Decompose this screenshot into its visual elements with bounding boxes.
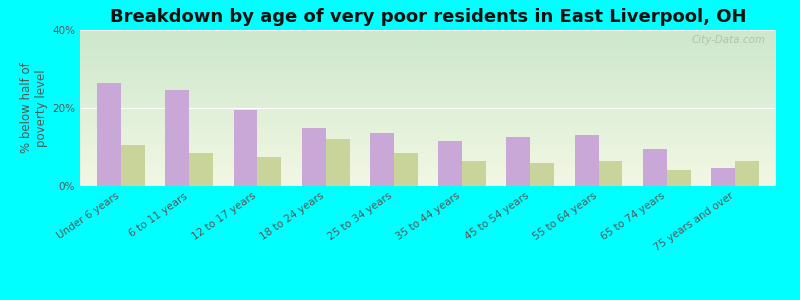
Bar	[711, 168, 735, 186]
Bar	[97, 82, 121, 186]
Y-axis label: % below half of
poverty level: % below half of poverty level	[20, 63, 48, 153]
Bar	[189, 153, 213, 186]
Bar	[735, 161, 759, 186]
Title: Breakdown by age of very poor residents in East Liverpool, OH: Breakdown by age of very poor residents …	[110, 8, 746, 26]
Text: City-Data.com: City-Data.com	[691, 35, 766, 45]
Bar	[302, 128, 326, 186]
Bar	[370, 133, 394, 186]
Bar	[506, 137, 530, 186]
Bar	[462, 161, 486, 186]
Bar	[326, 139, 350, 186]
Bar	[258, 157, 282, 186]
Bar	[574, 135, 598, 186]
Bar	[121, 145, 145, 186]
Bar	[598, 161, 622, 186]
Bar	[643, 149, 667, 186]
Bar	[166, 90, 189, 186]
Bar	[667, 170, 690, 186]
Bar	[234, 110, 258, 186]
Bar	[438, 141, 462, 186]
Bar	[394, 153, 418, 186]
Bar	[530, 163, 554, 186]
